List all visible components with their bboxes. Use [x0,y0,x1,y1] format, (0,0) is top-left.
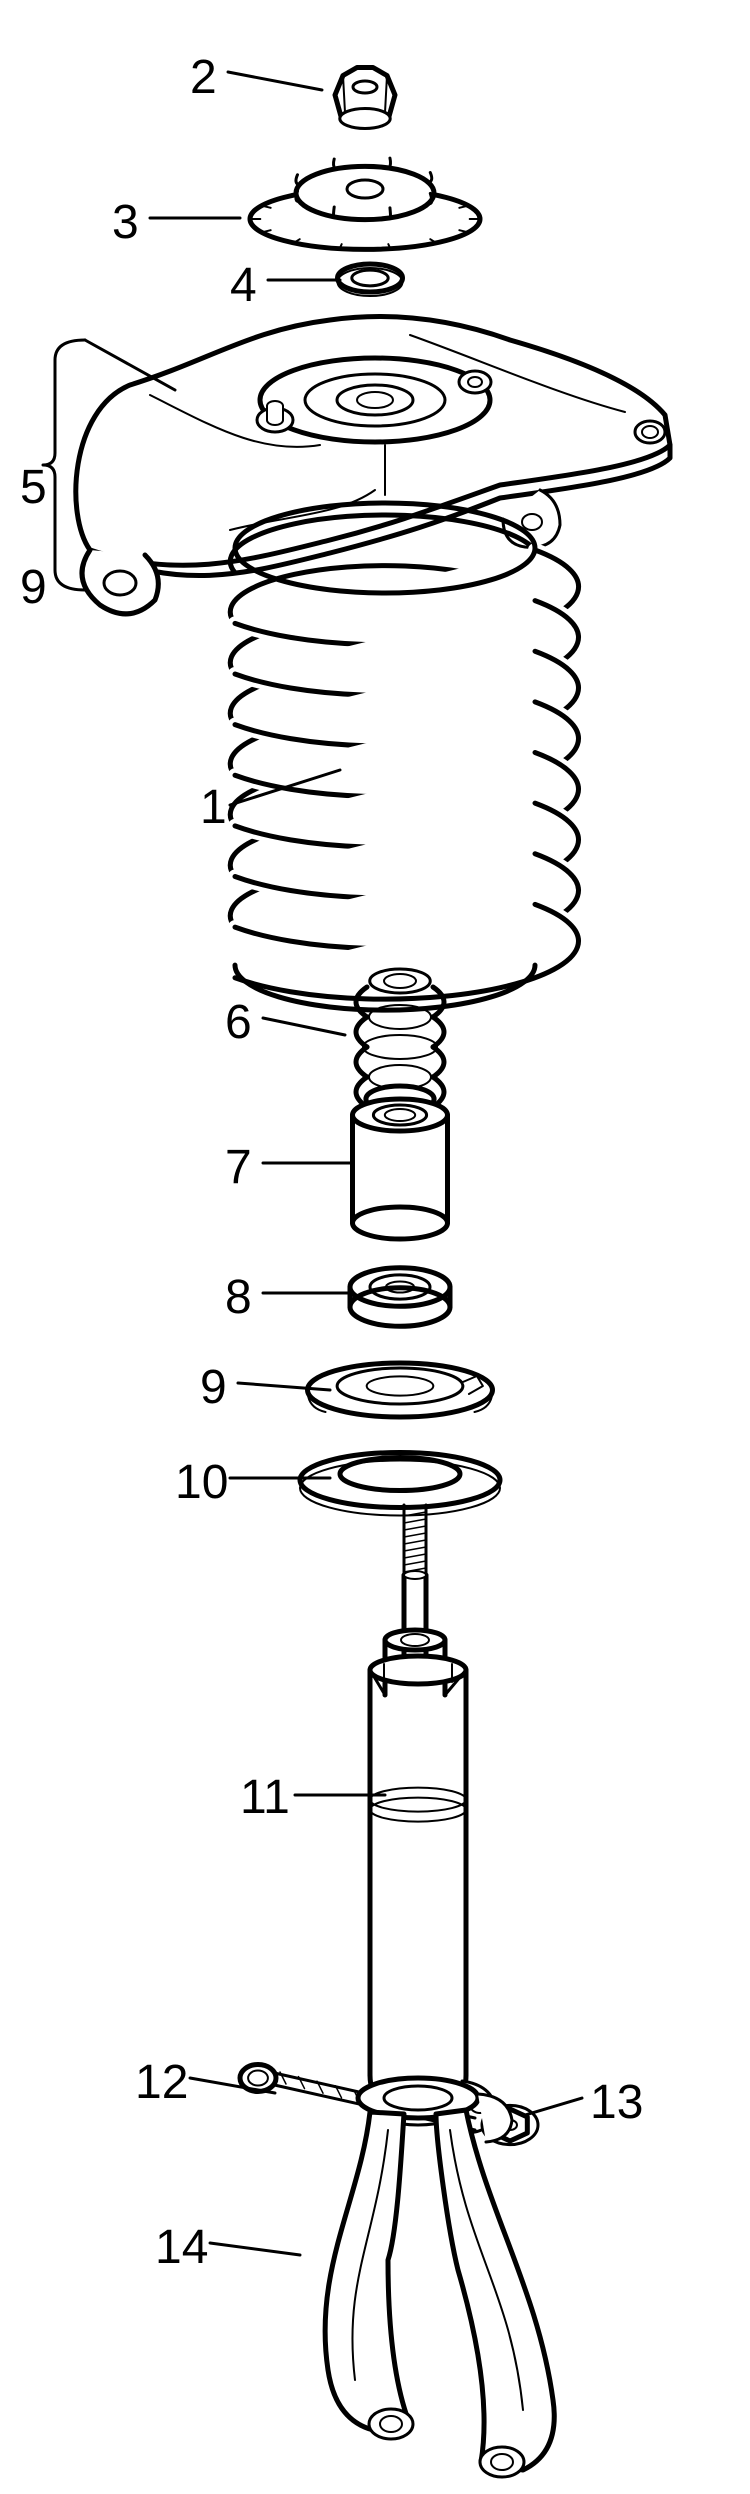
callout-label-l4: 4 [230,258,257,313]
part-top-mount [250,158,480,249]
callout-label-l8: 8 [225,1270,252,1325]
callout-label-l14: 14 [155,2220,208,2275]
callout-label-l7: 7 [225,1140,252,1195]
leader-l2 [228,72,322,90]
part-cap [300,1453,500,1516]
part-nut [335,68,395,129]
callout-label-l9b: 9 [200,1360,227,1415]
callout-label-l12: 12 [135,2055,188,2110]
callout-label-l9a: 9 [20,560,47,615]
leader-l14 [210,2243,300,2255]
part-bushing [350,1268,450,1327]
leader-l13 [525,2098,582,2115]
part-sleeve [353,1099,448,1239]
callout-label-l13: 13 [590,2075,643,2130]
part-washer [338,264,403,296]
leader-l6 [263,1018,345,1035]
callout-label-l11: 11 [240,1770,290,1825]
callout-label-l6: 6 [225,995,252,1050]
callout-label-l3: 3 [112,195,139,250]
callout-label-l1: 1 [200,780,227,835]
callout-label-l5: 5 [20,460,47,515]
part-strut-body [370,1630,496,2133]
callout-label-l10: 10 [175,1455,228,1510]
callout-label-l2: 2 [190,50,217,105]
part-cross-member [76,317,670,614]
part-spring-seat [308,1363,493,1417]
